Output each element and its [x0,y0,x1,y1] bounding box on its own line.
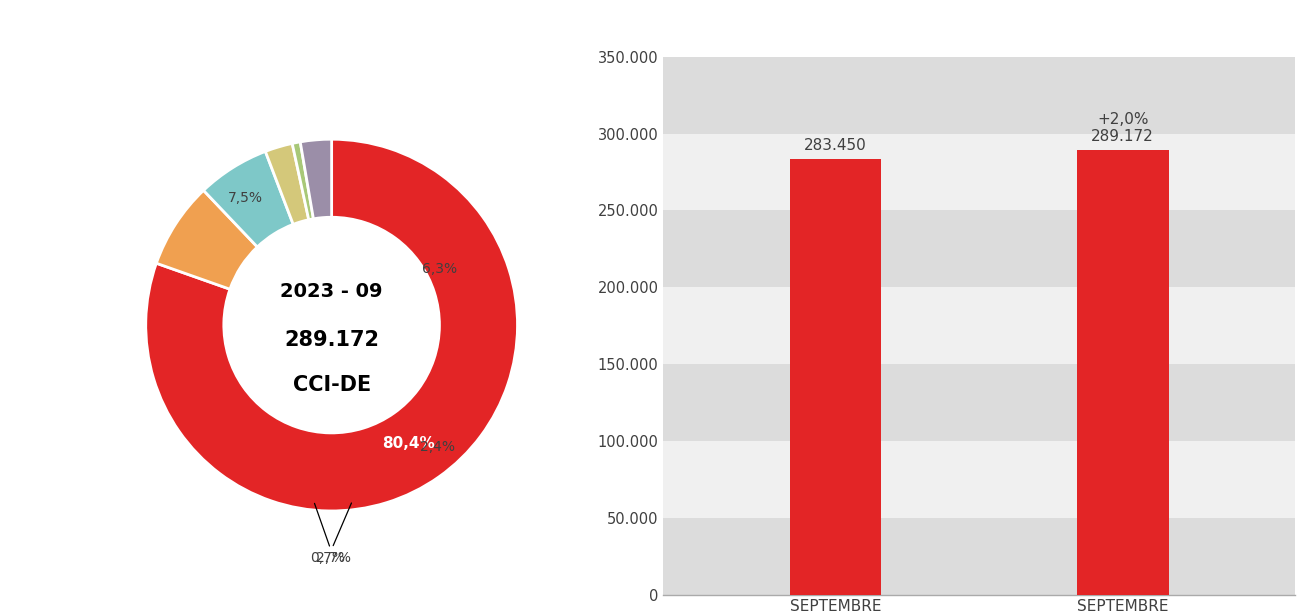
Wedge shape [301,139,332,219]
Text: 7,5%: 7,5% [228,191,263,205]
Wedge shape [292,142,314,219]
Bar [663,210,1295,287]
Text: 80,4%: 80,4% [382,436,436,451]
Text: 289.172: 289.172 [1091,129,1154,144]
Text: 283.450: 283.450 [804,138,867,153]
Bar [790,159,882,595]
Text: 0,7%: 0,7% [310,503,352,565]
Bar [663,57,1295,134]
Bar [663,364,1295,441]
Bar [663,134,1295,210]
Text: 289.172: 289.172 [284,330,379,350]
Bar [663,518,1295,595]
Text: 2,7%: 2,7% [314,503,352,565]
Wedge shape [266,143,309,224]
Text: 2023 - 09: 2023 - 09 [280,282,383,301]
Text: +2,0%: +2,0% [1097,112,1148,128]
Text: CCI-DE: CCI-DE [293,375,370,395]
Wedge shape [157,191,258,289]
Wedge shape [145,139,518,511]
Text: 2,4%: 2,4% [420,440,455,454]
Bar [663,287,1295,364]
Bar [663,441,1295,518]
Wedge shape [204,151,293,247]
Bar [1076,150,1168,595]
Text: 6,3%: 6,3% [422,262,458,276]
Title: Total des CCI-DE: Total des CCI-DE [871,0,1087,4]
